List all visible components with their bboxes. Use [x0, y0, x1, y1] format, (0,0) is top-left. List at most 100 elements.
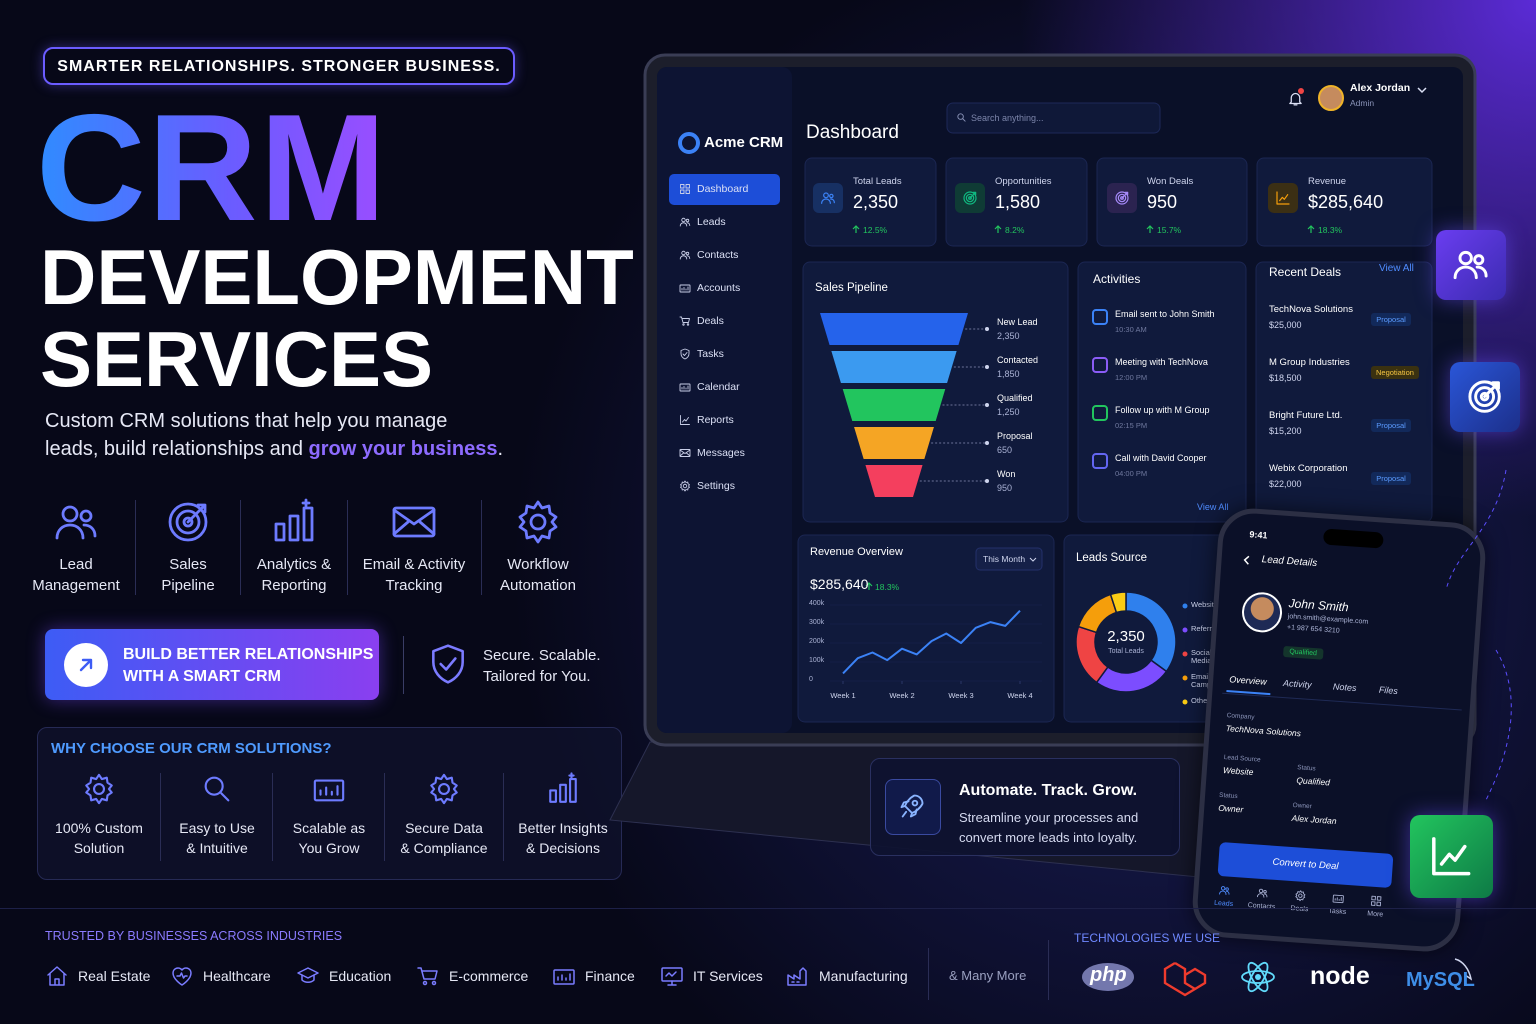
icon-shape	[1295, 890, 1306, 902]
chevron	[1417, 87, 1427, 94]
icon-shape	[392, 508, 436, 536]
industry-label: E-commerce	[449, 968, 529, 984]
stage-name: Qualified	[997, 393, 1033, 403]
deal-amount: $25,000	[1269, 320, 1302, 330]
trend-arrow	[865, 582, 873, 590]
icon-shape	[969, 191, 977, 199]
icon-shape	[1468, 380, 1502, 414]
stat-icon	[821, 192, 835, 204]
react-logo	[1247, 961, 1269, 993]
promo-title: Automate. Track. Grow.	[959, 782, 1138, 799]
phone-nav-icon	[1295, 890, 1306, 902]
x-tick-label: Week 1	[830, 691, 856, 700]
revenue-total: $285,640	[810, 576, 869, 592]
nav-item[interactable]: Deals	[697, 315, 724, 327]
revenue-line	[842, 610, 1021, 675]
icon-shape	[182, 516, 194, 528]
icon-shape	[821, 198, 831, 204]
icon-shape	[319, 785, 339, 796]
icon-shape	[392, 506, 436, 538]
icon-shape	[439, 657, 457, 671]
stat-label: Opportunities	[995, 176, 1052, 187]
stage-value: 2,350	[997, 331, 1020, 341]
node-text: node	[1310, 962, 1370, 990]
deal-amount: $22,000	[1269, 479, 1302, 489]
icon-shape	[957, 113, 964, 120]
phone-nav-item[interactable]: Contacts	[1247, 902, 1276, 911]
icon-shape	[787, 967, 807, 986]
view-all-link[interactable]: View All	[1197, 502, 1229, 512]
tab[interactable]: Overview	[1228, 674, 1268, 687]
why-label: & Compliance	[400, 840, 488, 856]
cta-button[interactable]: BUILD BETTER RELATIONSHIPS WITH A SMART C…	[45, 629, 379, 700]
icon-shape	[1474, 386, 1496, 408]
dashed-connector	[1445, 469, 1512, 801]
icon-shape	[1371, 895, 1376, 901]
icon-shape	[911, 799, 919, 807]
icon-shape	[1115, 191, 1129, 205]
view-all-link[interactable]: View All	[1379, 263, 1414, 274]
tab[interactable]: Activity	[1282, 678, 1312, 690]
nav-icon	[680, 415, 690, 425]
icon-shape	[681, 217, 686, 223]
stat-icon	[963, 191, 977, 205]
nav-item[interactable]: Reports	[697, 414, 734, 426]
phone-nav-item[interactable]: More	[1367, 910, 1384, 919]
icon-shape	[1476, 265, 1488, 278]
nav-item[interactable]: Contacts	[697, 249, 739, 261]
nav-item[interactable]: Calendar	[697, 381, 740, 393]
icon-shape	[823, 192, 829, 199]
icon-shape	[685, 189, 690, 194]
icon-shape	[220, 792, 230, 802]
why-label: & Decisions	[526, 840, 600, 856]
nav-item[interactable]: Tasks	[697, 348, 724, 360]
nav-icon	[680, 348, 690, 360]
filter-label[interactable]: This Month	[983, 554, 1026, 564]
icon-shape	[553, 969, 575, 985]
icon-shape	[1332, 894, 1344, 904]
activity-time: 12:00 PM	[1115, 373, 1148, 382]
connectors	[1445, 469, 1512, 801]
user-role: Admin	[1350, 98, 1375, 108]
x-tick-label: Week 2	[889, 691, 915, 700]
feature-label: Email & Activity	[362, 556, 466, 573]
status-badge: Qualified	[1282, 645, 1324, 660]
icon-shape	[302, 506, 314, 542]
stat-change: 18.3%	[1318, 225, 1343, 235]
icon-shape	[79, 658, 93, 672]
icon-shape	[529, 513, 547, 531]
industry-label: Healthcare	[203, 968, 271, 984]
react-logo	[1247, 961, 1269, 993]
icon-shape	[1243, 555, 1250, 565]
industry-icon	[787, 967, 807, 986]
phone-nav-item[interactable]: Deals	[1290, 905, 1309, 914]
nav-item[interactable]: Leads	[697, 216, 726, 228]
icon-shape	[968, 196, 972, 200]
separator	[928, 948, 929, 1000]
convert-button[interactable]: Convert to Deal	[1217, 841, 1394, 889]
industry-icon	[661, 967, 683, 986]
stat-icon	[1276, 191, 1290, 205]
activity-icon	[1092, 453, 1108, 469]
industry-label: Manufacturing	[819, 968, 908, 984]
nav-item[interactable]: Settings	[697, 480, 735, 492]
revenue-card	[797, 534, 1055, 723]
icon-shape	[1225, 887, 1229, 891]
notch	[1322, 528, 1384, 549]
feature-label: Workflow	[507, 556, 569, 573]
status-time: 9:41	[1249, 529, 1268, 541]
icon-shape	[679, 383, 691, 392]
nav-item[interactable]: Messages	[697, 447, 745, 459]
trusted-title: TRUSTED BY BUSINESSES ACROSS INDUSTRIES	[45, 929, 343, 943]
nav-item[interactable]: Accounts	[697, 282, 741, 294]
shield-icon	[432, 644, 464, 684]
brand-name: Acme CRM	[704, 134, 784, 151]
icon-shape	[1370, 901, 1376, 906]
icon-shape	[437, 782, 451, 796]
field-label: Owner	[1292, 801, 1312, 811]
tab[interactable]: Notes	[1332, 681, 1357, 694]
icon-shape	[1454, 265, 1479, 280]
nav-item[interactable]: Dashboard	[697, 183, 749, 195]
icon-shape	[962, 118, 966, 122]
tab[interactable]: Files	[1378, 684, 1399, 696]
